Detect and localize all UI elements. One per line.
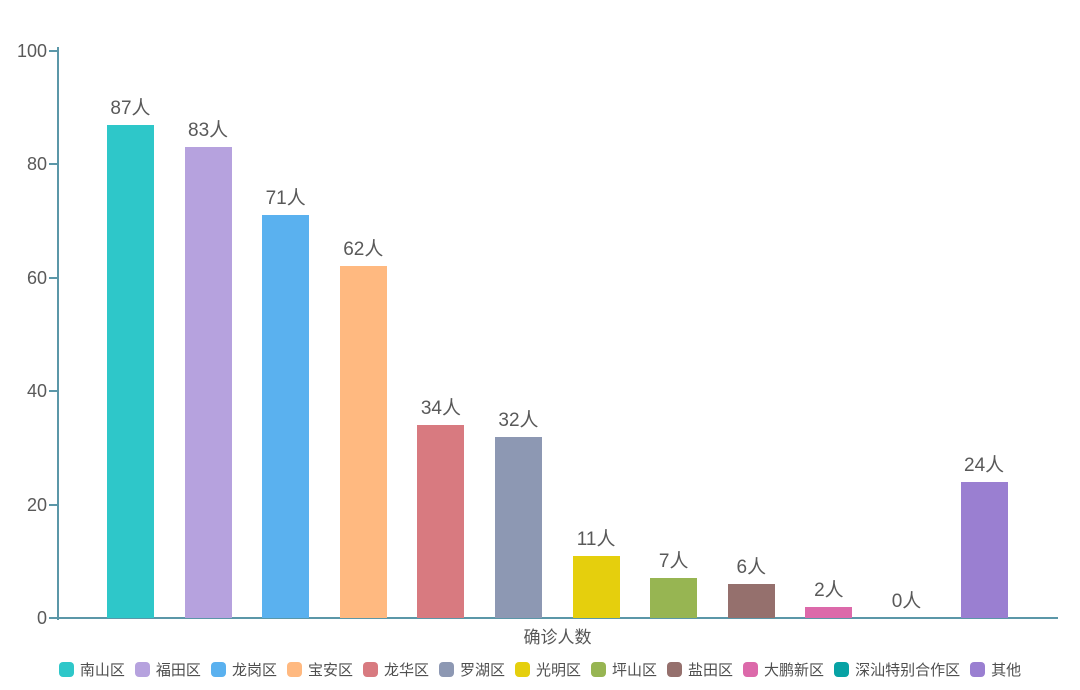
legend-item[interactable]: 宝安区 xyxy=(286,659,353,680)
bar-value-label: 87人 xyxy=(110,97,151,119)
legend-marker-icon xyxy=(667,662,683,677)
y-axis-line xyxy=(57,47,59,620)
bar[interactable] xyxy=(727,583,775,618)
legend-marker-icon xyxy=(515,662,530,677)
legend-marker-icon xyxy=(834,662,850,677)
bar[interactable] xyxy=(417,425,465,618)
legend-label: 龙岗区 xyxy=(231,662,277,679)
legend-item[interactable]: 南山区 xyxy=(58,659,125,680)
bar-value-label: 7人 xyxy=(658,551,689,573)
y-axis-tick xyxy=(49,390,57,393)
bar[interactable] xyxy=(184,147,232,618)
legend-label: 盐田区 xyxy=(688,662,734,679)
bar-value-label: 2人 xyxy=(814,579,844,601)
legend-label: 光明区 xyxy=(536,662,582,679)
bar-value-label: 34人 xyxy=(420,398,461,420)
legend-item[interactable]: 罗湖区 xyxy=(438,659,505,680)
legend-label: 深汕特别合作区 xyxy=(855,662,961,679)
x-axis-title: 确诊人数 xyxy=(523,628,592,647)
legend-marker-icon xyxy=(591,662,607,677)
bar-value-label: 32人 xyxy=(498,409,539,431)
legend-label: 大鹏新区 xyxy=(764,662,825,679)
bar[interactable] xyxy=(572,555,620,618)
legend-label: 其他 xyxy=(991,662,1022,679)
legend-item[interactable]: 龙岗区 xyxy=(210,659,277,680)
legend-marker-icon xyxy=(970,662,986,677)
legend-marker-icon xyxy=(134,662,150,677)
y-axis-tick-label: 40 xyxy=(26,381,47,402)
y-axis-tick xyxy=(49,617,57,619)
legend-label: 龙华区 xyxy=(383,662,429,679)
legend-item[interactable]: 龙华区 xyxy=(362,659,429,680)
legend-marker-icon xyxy=(743,662,759,677)
bar[interactable] xyxy=(262,215,310,618)
legend-marker-icon xyxy=(286,662,302,677)
bar[interactable] xyxy=(107,124,154,618)
y-axis-tick-label: 80 xyxy=(26,154,47,175)
legend-item[interactable]: 深汕特别合作区 xyxy=(834,659,960,680)
legend-label: 福田区 xyxy=(155,662,201,679)
bar[interactable] xyxy=(650,578,698,618)
legend-item[interactable]: 大鹏新区 xyxy=(743,659,824,680)
legend-item[interactable]: 坪山区 xyxy=(591,659,657,680)
y-axis-tick-label: 20 xyxy=(26,494,47,515)
x-axis-line xyxy=(57,617,1058,619)
y-axis-tick xyxy=(49,276,57,279)
y-axis-tick-label: 60 xyxy=(26,267,47,288)
bar-value-label: 62人 xyxy=(343,239,384,261)
y-axis-tick xyxy=(49,163,57,166)
legend-label: 宝安区 xyxy=(307,662,353,679)
y-axis-tick xyxy=(49,503,57,506)
legend-item[interactable]: 盐田区 xyxy=(667,659,733,680)
bar[interactable] xyxy=(339,266,387,618)
legend-label: 罗湖区 xyxy=(459,662,505,679)
bar-value-label: 83人 xyxy=(188,120,229,142)
legend: 南山区 福田区 龙岗区 宝安区 龙华区 罗湖区 光明区 坪山区 盐田区 大鹏新区 深汕特别合作区 其他 xyxy=(0,659,1080,680)
bar-value-label: 71人 xyxy=(265,188,306,210)
legend-item[interactable]: 其他 xyxy=(970,659,1021,680)
bar-value-label: 0人 xyxy=(891,591,922,612)
bar-value-label: 24人 xyxy=(964,454,1005,476)
y-axis-tick-label: 100 xyxy=(16,41,47,61)
legend-item[interactable]: 福田区 xyxy=(134,659,201,680)
bar[interactable] xyxy=(495,436,542,618)
legend-marker-icon xyxy=(438,662,454,677)
bar-value-label: 6人 xyxy=(736,556,767,578)
y-axis-tick-label: 0 xyxy=(36,608,47,628)
legend-marker-icon xyxy=(362,662,378,677)
bar[interactable] xyxy=(960,481,1008,618)
legend-marker-icon xyxy=(210,662,226,677)
bar[interactable] xyxy=(805,606,853,618)
bar-value-label: 11人 xyxy=(576,528,616,550)
legend-item[interactable]: 光明区 xyxy=(515,659,581,680)
legend-marker-icon xyxy=(58,662,74,677)
legend-label: 南山区 xyxy=(79,662,125,679)
y-axis-tick xyxy=(49,50,57,52)
legend-label: 坪山区 xyxy=(612,662,658,679)
